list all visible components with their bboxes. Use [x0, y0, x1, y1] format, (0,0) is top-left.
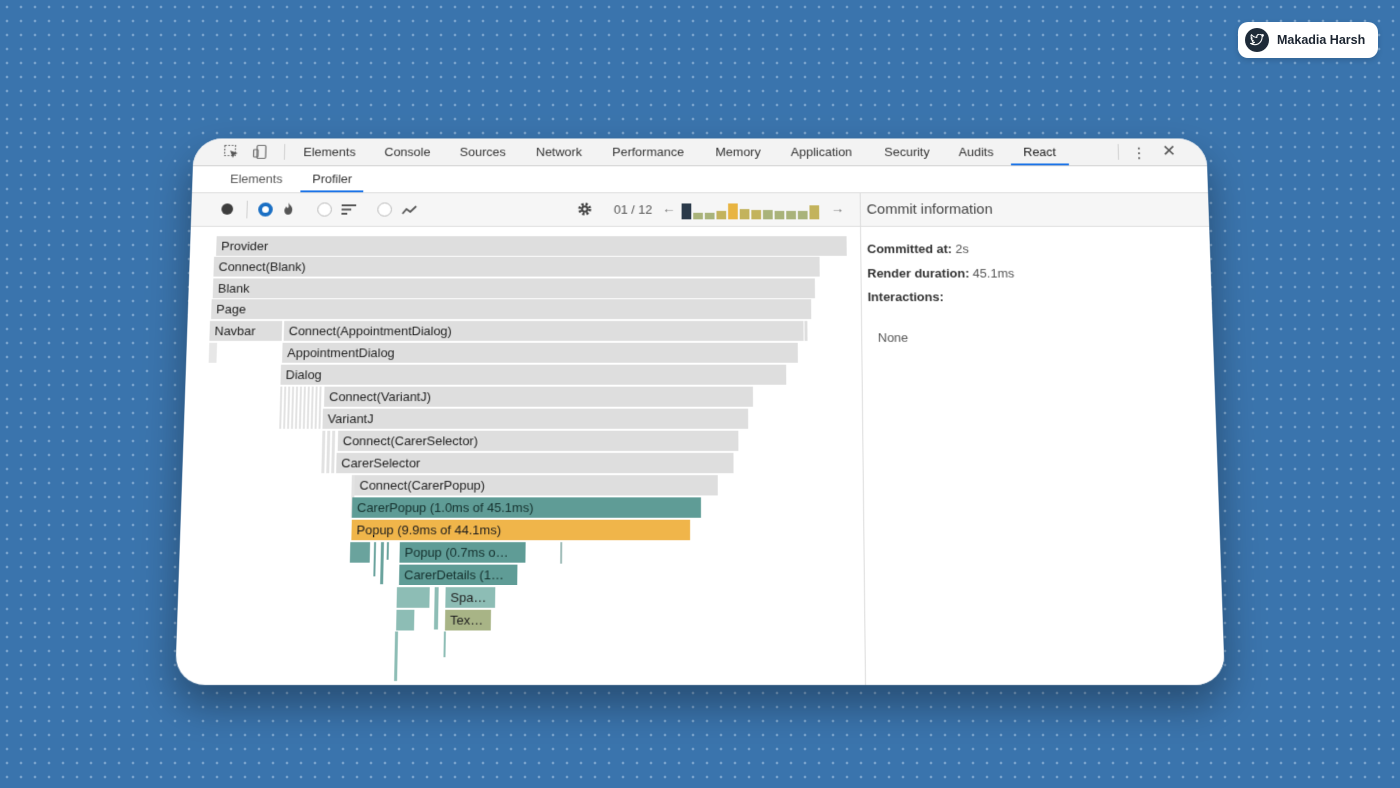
commit-bar[interactable] [775, 211, 785, 219]
previous-commit-arrow-icon[interactable]: ← [662, 201, 676, 216]
commit-bar[interactable] [740, 209, 750, 219]
tab-react[interactable]: React [1010, 138, 1068, 165]
flame-node-dialog[interactable]: Dialog [280, 365, 786, 385]
commit-bar[interactable] [809, 205, 819, 219]
next-commit-arrow-icon[interactable]: → [831, 201, 845, 216]
tab-memory[interactable]: Memory [715, 138, 760, 165]
devtools-window: Elements Console Sources Network Perform… [175, 138, 1225, 685]
interactions-value: None [878, 330, 909, 344]
tab-performance[interactable]: Performance [612, 138, 684, 165]
commit-information-title: Commit information [861, 193, 1210, 227]
flame-node-unlabeled[interactable] [350, 542, 370, 563]
flame-node-appointment-dialog[interactable]: AppointmentDialog [282, 343, 798, 363]
flame-sliver [804, 321, 807, 341]
interactions-label: Interactions: [868, 290, 944, 304]
more-options-icon[interactable]: ⋮ [1131, 144, 1147, 163]
flame-node-connect-appointment-dialog[interactable]: Connect(AppointmentDialog) [284, 321, 804, 341]
twitter-bird-icon [1245, 28, 1269, 52]
flame-sliver [394, 631, 398, 681]
flame-sliver [387, 542, 389, 560]
flame-icon [282, 202, 294, 221]
commit-bar[interactable] [728, 203, 738, 219]
flame-sliver [209, 343, 217, 363]
flame-node-connect-blank[interactable]: Connect(Blank) [213, 257, 819, 277]
react-subtab-bar: Elements Profiler [192, 166, 1208, 193]
flame-sliver [560, 542, 562, 564]
flame-node-carer-selector[interactable]: CarerSelector [336, 453, 733, 473]
tab-divider [1118, 144, 1119, 160]
committed-at-row: Committed at: 2s [867, 242, 969, 256]
record-button[interactable] [221, 203, 233, 214]
flame-node-provider[interactable]: Provider [216, 236, 847, 256]
toolbar-divider [246, 201, 248, 219]
settings-gear-icon[interactable] [577, 202, 593, 222]
commit-bar[interactable] [798, 211, 808, 219]
render-duration-label: Render duration: [867, 266, 969, 280]
flame-sliver-group [279, 387, 323, 429]
interactions-radio[interactable] [377, 203, 392, 217]
flame-node-popup-outer[interactable]: Popup (9.9ms of 44.1ms) [351, 520, 690, 540]
tab-application[interactable]: Application [791, 138, 853, 165]
close-icon[interactable]: ✕ [1162, 142, 1176, 161]
flame-graph: Provider Connect(Blank) Blank Page Navba… [175, 227, 865, 685]
flame-node-unlabeled[interactable] [396, 610, 414, 631]
flame-sliver-group [321, 431, 337, 473]
flame-node-spa[interactable]: Spa… [445, 587, 495, 608]
flame-sliver [373, 542, 376, 576]
ranked-radio[interactable] [317, 203, 332, 217]
flame-node-popup-inner[interactable]: Popup (0.7ms o… [399, 542, 525, 563]
interactions-row: Interactions: [868, 290, 944, 304]
flame-node-carer-details[interactable]: CarerDetails (1… [399, 565, 517, 586]
committed-at-label: Committed at: [867, 242, 952, 256]
subtab-elements[interactable]: Elements [230, 166, 283, 192]
subtab-profiler[interactable]: Profiler [300, 166, 364, 192]
flame-node-variantj[interactable]: VariantJ [322, 409, 748, 429]
flame-node-page[interactable]: Page [211, 299, 811, 319]
commit-selector-chart[interactable] [682, 202, 827, 220]
flame-node-tex[interactable]: Tex… [445, 610, 491, 631]
commit-bar[interactable] [705, 213, 715, 220]
commit-bar[interactable] [682, 203, 692, 219]
tab-audits[interactable]: Audits [958, 138, 993, 165]
tab-network[interactable]: Network [536, 138, 582, 165]
author-badge[interactable]: Makadia Harsh [1238, 22, 1378, 58]
devtools-tab-bar: Elements Console Sources Network Perform… [193, 138, 1207, 166]
flame-node-connect-carer-selector[interactable]: Connect(CarerSelector) [338, 431, 739, 451]
commit-bar[interactable] [786, 211, 796, 219]
commit-counter: 01 / 12 [614, 203, 653, 217]
interactions-chart-icon [401, 203, 418, 220]
commit-bar[interactable] [751, 210, 761, 219]
author-name: Makadia Harsh [1277, 33, 1365, 47]
flame-sliver [443, 631, 445, 657]
flame-sliver [380, 542, 384, 584]
ranked-chart-icon [341, 203, 357, 220]
flame-node-connect-carer-popup[interactable]: Connect(CarerPopup) [354, 475, 717, 495]
tab-console[interactable]: Console [384, 138, 431, 165]
flame-node-connect-variantj[interactable]: Connect(VariantJ) [324, 387, 753, 407]
device-toolbar-icon[interactable] [252, 144, 269, 164]
flame-node-carer-popup[interactable]: CarerPopup (1.0ms of 45.1ms) [352, 497, 701, 517]
commit-bar[interactable] [693, 213, 703, 220]
flame-sliver [434, 587, 439, 629]
tab-elements[interactable]: Elements [303, 138, 356, 165]
commit-bar[interactable] [716, 211, 726, 219]
flamegraph-radio[interactable] [258, 203, 273, 217]
flame-node-navbar[interactable]: Navbar [209, 321, 282, 341]
flame-node-unlabeled[interactable] [397, 587, 430, 608]
tab-divider [284, 144, 285, 160]
profiler-toolbar: 01 / 12 ← → [191, 193, 860, 227]
committed-at-value: 2s [955, 242, 969, 256]
render-duration-value: 45.1ms [973, 266, 1015, 280]
flame-node-blank[interactable]: Blank [213, 278, 815, 298]
inspect-element-icon[interactable] [223, 144, 240, 164]
render-duration-row: Render duration: 45.1ms [867, 266, 1014, 280]
tab-sources[interactable]: Sources [460, 138, 506, 165]
tab-security[interactable]: Security [884, 138, 930, 165]
commit-information-panel: Commit information Committed at: 2s Rend… [861, 193, 1225, 685]
commit-bar[interactable] [763, 210, 773, 219]
